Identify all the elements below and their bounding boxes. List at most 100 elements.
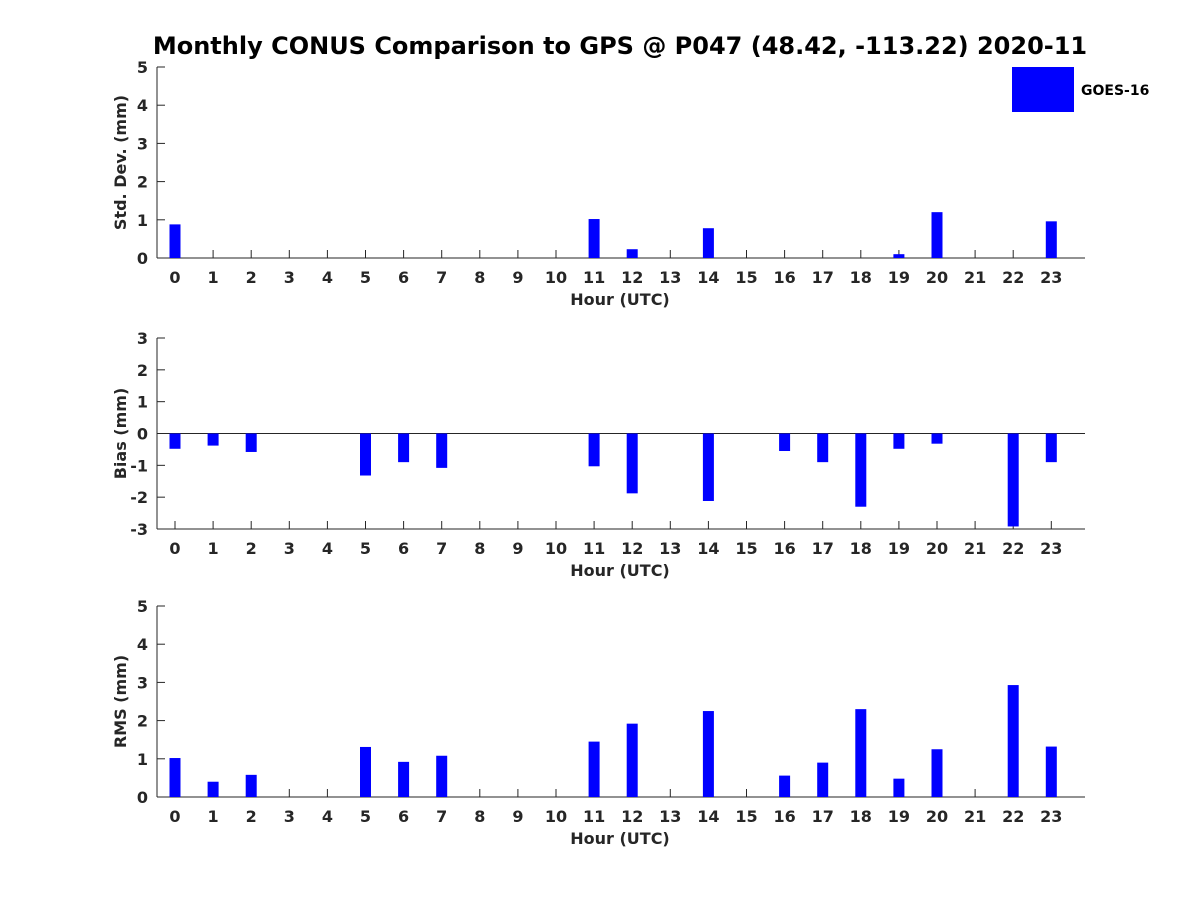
bar-hour-17 bbox=[817, 762, 829, 797]
y-axis-label: Bias (mm) bbox=[111, 388, 130, 480]
x-tick-label: 3 bbox=[284, 539, 295, 558]
bar-hour-14 bbox=[702, 711, 714, 797]
x-tick-label: 14 bbox=[697, 268, 719, 287]
bar-hour-19 bbox=[893, 778, 905, 797]
bar-hour-2 bbox=[245, 433, 257, 452]
bar-hour-14 bbox=[702, 433, 714, 501]
x-tick-label: 4 bbox=[322, 268, 333, 287]
bar-hour-2 bbox=[245, 774, 257, 797]
x-tick-label: 22 bbox=[1002, 807, 1024, 826]
bar-hour-16 bbox=[779, 433, 791, 452]
x-axis-label: Hour (UTC) bbox=[570, 561, 670, 580]
bar-hour-1 bbox=[207, 781, 219, 797]
x-tick-label: 17 bbox=[812, 807, 834, 826]
bar-hour-6 bbox=[398, 433, 410, 463]
x-tick-label: 1 bbox=[208, 539, 219, 558]
bar-hour-20 bbox=[931, 433, 943, 444]
x-tick-label: 0 bbox=[169, 539, 180, 558]
y-tick-label: 0 bbox=[137, 788, 148, 807]
x-tick-label: 18 bbox=[850, 539, 872, 558]
bar-hour-20 bbox=[931, 749, 943, 797]
bar-hour-12 bbox=[626, 723, 638, 797]
x-tick-label: 6 bbox=[398, 807, 409, 826]
x-tick-label: 10 bbox=[545, 268, 567, 287]
bar-hour-22 bbox=[1007, 433, 1019, 527]
y-tick-label: -1 bbox=[130, 456, 148, 475]
bar-hour-17 bbox=[817, 433, 829, 463]
x-tick-label: 14 bbox=[697, 539, 719, 558]
x-tick-label: 17 bbox=[812, 268, 834, 287]
x-tick-label: 12 bbox=[621, 268, 643, 287]
x-tick-label: 5 bbox=[360, 807, 371, 826]
x-tick-label: 11 bbox=[583, 807, 605, 826]
x-tick-label: 21 bbox=[964, 539, 986, 558]
x-tick-label: 23 bbox=[1040, 539, 1062, 558]
x-tick-label: 16 bbox=[773, 268, 795, 287]
x-tick-label: 19 bbox=[888, 268, 910, 287]
bar-hour-19 bbox=[893, 254, 905, 258]
bar-hour-0 bbox=[169, 433, 181, 449]
x-tick-label: 11 bbox=[583, 539, 605, 558]
y-tick-label: 4 bbox=[137, 635, 148, 654]
x-tick-label: 16 bbox=[773, 807, 795, 826]
bar-hour-23 bbox=[1045, 221, 1057, 258]
bar-hour-5 bbox=[360, 746, 371, 797]
bar-hour-23 bbox=[1045, 746, 1057, 797]
x-tick-label: 5 bbox=[360, 268, 371, 287]
x-tick-label: 4 bbox=[322, 539, 333, 558]
bar-hour-1 bbox=[207, 433, 219, 446]
bar-hour-16 bbox=[779, 775, 791, 797]
x-tick-label: 23 bbox=[1040, 268, 1062, 287]
bar-hour-11 bbox=[588, 433, 600, 467]
legend: GOES-16 bbox=[1012, 67, 1149, 112]
x-tick-label: 18 bbox=[850, 268, 872, 287]
bar-hour-5 bbox=[360, 433, 371, 476]
x-tick-label: 8 bbox=[474, 807, 485, 826]
x-tick-label: 9 bbox=[512, 268, 523, 287]
y-tick-label: 2 bbox=[137, 361, 148, 380]
x-tick-label: 20 bbox=[926, 268, 948, 287]
x-tick-label: 1 bbox=[208, 807, 219, 826]
x-tick-label: 6 bbox=[398, 539, 409, 558]
x-tick-label: 0 bbox=[169, 268, 180, 287]
y-tick-label: -2 bbox=[130, 488, 148, 507]
y-tick-label: 4 bbox=[137, 96, 148, 115]
x-tick-label: 20 bbox=[926, 807, 948, 826]
x-tick-label: 12 bbox=[621, 807, 643, 826]
bar-hour-0 bbox=[169, 224, 181, 258]
bar-hour-11 bbox=[588, 741, 600, 797]
x-tick-label: 13 bbox=[659, 268, 681, 287]
y-tick-label: 1 bbox=[137, 750, 148, 769]
x-tick-label: 9 bbox=[512, 807, 523, 826]
x-tick-label: 10 bbox=[545, 539, 567, 558]
bar-hour-7 bbox=[436, 755, 448, 797]
y-tick-label: 1 bbox=[137, 211, 148, 230]
x-tick-label: 8 bbox=[474, 539, 485, 558]
x-tick-label: 13 bbox=[659, 807, 681, 826]
y-tick-label: 3 bbox=[137, 329, 148, 348]
legend-label: GOES-16 bbox=[1081, 83, 1149, 99]
x-tick-label: 12 bbox=[621, 539, 643, 558]
x-tick-label: 17 bbox=[812, 539, 834, 558]
bar-hour-18 bbox=[855, 433, 867, 507]
x-tick-label: 0 bbox=[169, 807, 180, 826]
y-tick-label: 3 bbox=[137, 134, 148, 153]
bar-hour-6 bbox=[398, 761, 410, 797]
x-tick-label: 20 bbox=[926, 539, 948, 558]
bar-hour-7 bbox=[436, 433, 448, 468]
x-tick-label: 2 bbox=[246, 268, 257, 287]
bar-hour-12 bbox=[626, 433, 638, 494]
bar-hour-18 bbox=[855, 709, 867, 797]
x-tick-label: 15 bbox=[735, 268, 757, 287]
y-tick-label: 2 bbox=[137, 173, 148, 192]
x-tick-label: 3 bbox=[284, 807, 295, 826]
x-tick-label: 1 bbox=[208, 268, 219, 287]
chart-title: Monthly CONUS Comparison to GPS @ P047 (… bbox=[153, 32, 1087, 60]
x-tick-label: 15 bbox=[735, 539, 757, 558]
x-tick-label: 16 bbox=[773, 539, 795, 558]
x-tick-label: 22 bbox=[1002, 539, 1024, 558]
y-tick-label: 0 bbox=[137, 425, 148, 444]
